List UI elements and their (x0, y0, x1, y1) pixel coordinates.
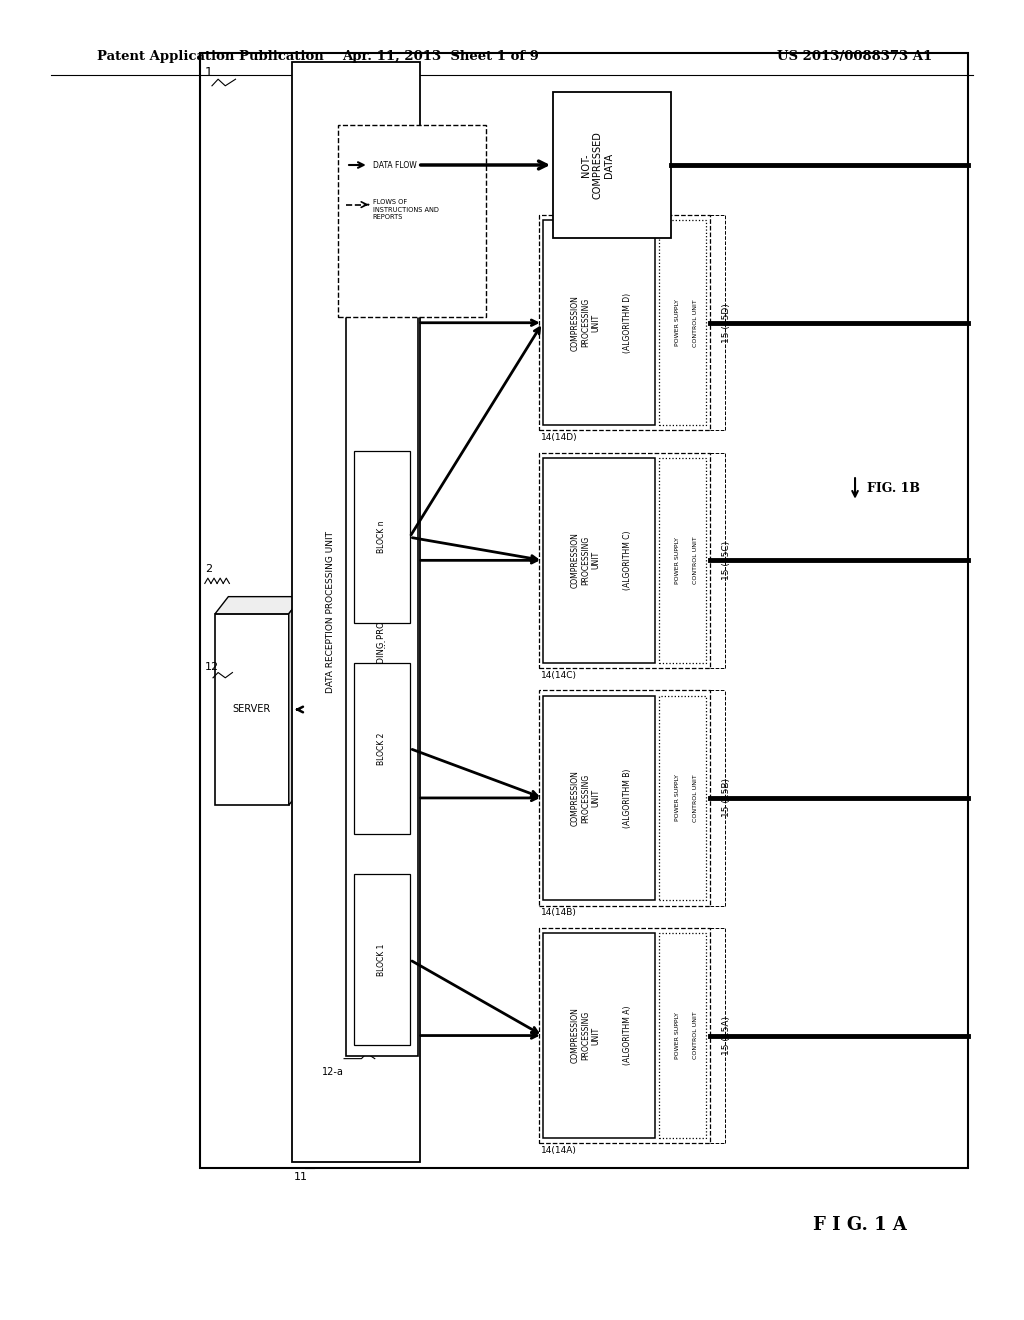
Bar (543, 696, 655, 900)
Text: POWER SUPPLY: POWER SUPPLY (676, 300, 680, 346)
Bar (354, 451, 410, 623)
Text: 11: 11 (294, 1172, 308, 1183)
Text: 14(14B): 14(14B) (541, 908, 577, 917)
Text: FLOWS OF
INSTRUCTIONS AND
REPORTS: FLOWS OF INSTRUCTIONS AND REPORTS (373, 199, 438, 220)
Text: ...: ... (377, 638, 387, 648)
Text: BLOCK 1: BLOCK 1 (378, 944, 386, 975)
Text: (ALGORITHM D): (ALGORITHM D) (623, 293, 632, 352)
Text: 1: 1 (205, 66, 213, 79)
Bar (543, 933, 655, 1138)
Bar (539, 690, 710, 906)
Text: 15 (15D): 15 (15D) (722, 302, 731, 343)
Bar (659, 220, 706, 425)
Text: 14(14A): 14(14A) (541, 1146, 577, 1155)
Text: 15 (15B): 15 (15B) (722, 779, 731, 817)
Bar (354, 874, 410, 1045)
Text: DATA DIVIDING PROCESSING UNIT: DATA DIVIDING PROCESSING UNIT (378, 562, 386, 705)
Text: Patent Application Publication: Patent Application Publication (97, 50, 324, 63)
Text: 15 (15C): 15 (15C) (722, 541, 731, 579)
Bar (543, 458, 655, 663)
Text: (ALGORITHM C): (ALGORITHM C) (623, 531, 632, 590)
Text: CONTROL UNIT: CONTROL UNIT (693, 298, 698, 347)
Text: RECEIVED DATA: RECEIVED DATA (380, 577, 388, 647)
Text: 12-a: 12-a (323, 1067, 344, 1077)
Text: (ALGORITHM B): (ALGORITHM B) (623, 768, 632, 828)
Bar (659, 696, 706, 900)
Text: SERVER: SERVER (232, 705, 271, 714)
Bar (338, 125, 486, 317)
Text: COMPRESSION
PROCESSING
UNIT: COMPRESSION PROCESSING UNIT (570, 532, 600, 589)
Text: CONTROL UNIT: CONTROL UNIT (693, 774, 698, 822)
Text: 14(14D): 14(14D) (541, 433, 578, 442)
Text: 2: 2 (205, 564, 212, 574)
Text: BLOCK 2: BLOCK 2 (378, 733, 386, 764)
Text: CONTROL UNIT: CONTROL UNIT (693, 1011, 698, 1060)
Bar (539, 928, 710, 1143)
Polygon shape (289, 597, 302, 805)
Text: US 2013/0088373 A1: US 2013/0088373 A1 (776, 50, 932, 63)
Text: DATA FLOW: DATA FLOW (373, 161, 417, 169)
Bar (539, 215, 710, 430)
Polygon shape (215, 597, 302, 614)
Text: BLOCK n: BLOCK n (378, 521, 386, 553)
Text: 15 (15A): 15 (15A) (722, 1016, 731, 1055)
Bar (659, 458, 706, 663)
Text: F I G. 1 A: F I G. 1 A (813, 1216, 907, 1234)
Text: FIG. 1B: FIG. 1B (867, 482, 921, 495)
Bar (553, 92, 671, 238)
Text: 12: 12 (205, 661, 219, 672)
Text: COMPRESSION
PROCESSING
UNIT: COMPRESSION PROCESSING UNIT (570, 770, 600, 826)
Text: NOT-
COMPRESSED
DATA: NOT- COMPRESSED DATA (581, 131, 614, 199)
Text: 14(14C): 14(14C) (541, 671, 577, 680)
Text: POWER SUPPLY: POWER SUPPLY (676, 537, 680, 583)
Bar (354, 663, 410, 834)
Text: COMPRESSION
PROCESSING
UNIT: COMPRESSION PROCESSING UNIT (570, 1007, 600, 1064)
Text: Apr. 11, 2013  Sheet 1 of 9: Apr. 11, 2013 Sheet 1 of 9 (342, 50, 539, 63)
Bar (346, 211, 418, 1056)
Text: CONTROL UNIT: CONTROL UNIT (693, 536, 698, 585)
Text: POWER SUPPLY: POWER SUPPLY (676, 1012, 680, 1059)
Bar (659, 933, 706, 1138)
Bar (215, 614, 289, 805)
Text: (ALGORITHM A): (ALGORITHM A) (623, 1006, 632, 1065)
Bar (539, 453, 710, 668)
Text: COMPRESSION
PROCESSING
UNIT: COMPRESSION PROCESSING UNIT (570, 294, 600, 351)
Text: 13: 13 (348, 194, 361, 205)
Text: DATA RECEPTION PROCESSING UNIT: DATA RECEPTION PROCESSING UNIT (326, 531, 335, 693)
Bar (200, 53, 968, 1168)
Bar (292, 62, 420, 1162)
Text: POWER SUPPLY: POWER SUPPLY (676, 775, 680, 821)
Bar (543, 220, 655, 425)
